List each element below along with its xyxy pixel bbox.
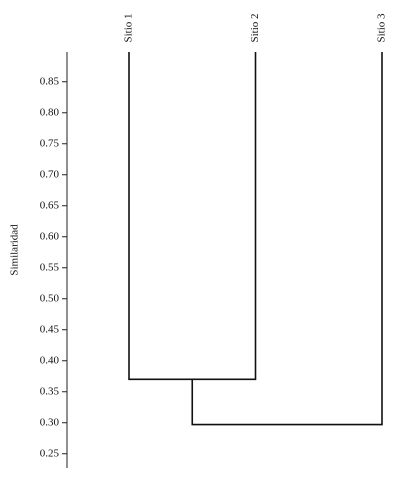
leaf-label: Sitio 2 xyxy=(249,13,261,42)
y-tick-label: 0.65 xyxy=(40,199,60,211)
y-tick-label: 0.25 xyxy=(40,447,60,459)
y-tick-label: 0.50 xyxy=(40,292,60,304)
y-tick-label: 0.70 xyxy=(40,168,60,180)
y-axis-label: Similaridad xyxy=(9,224,21,276)
y-tick-label: 0.35 xyxy=(40,385,60,397)
y-tick-label: 0.80 xyxy=(40,106,60,118)
dendrogram-link xyxy=(128,52,257,381)
y-tick-label: 0.60 xyxy=(40,230,60,242)
y-tick-label: 0.40 xyxy=(40,354,60,366)
leaf-label: Sitio 1 xyxy=(123,13,135,42)
y-tick-label: 0.30 xyxy=(40,416,60,428)
leaf-label: Sitio 3 xyxy=(376,13,388,43)
y-tick-label: 0.45 xyxy=(40,323,60,335)
y-tick-label: 0.85 xyxy=(40,75,60,87)
dendrogram-link xyxy=(191,52,383,426)
y-tick-label: 0.75 xyxy=(40,137,60,149)
y-tick-label: 0.55 xyxy=(40,261,60,273)
